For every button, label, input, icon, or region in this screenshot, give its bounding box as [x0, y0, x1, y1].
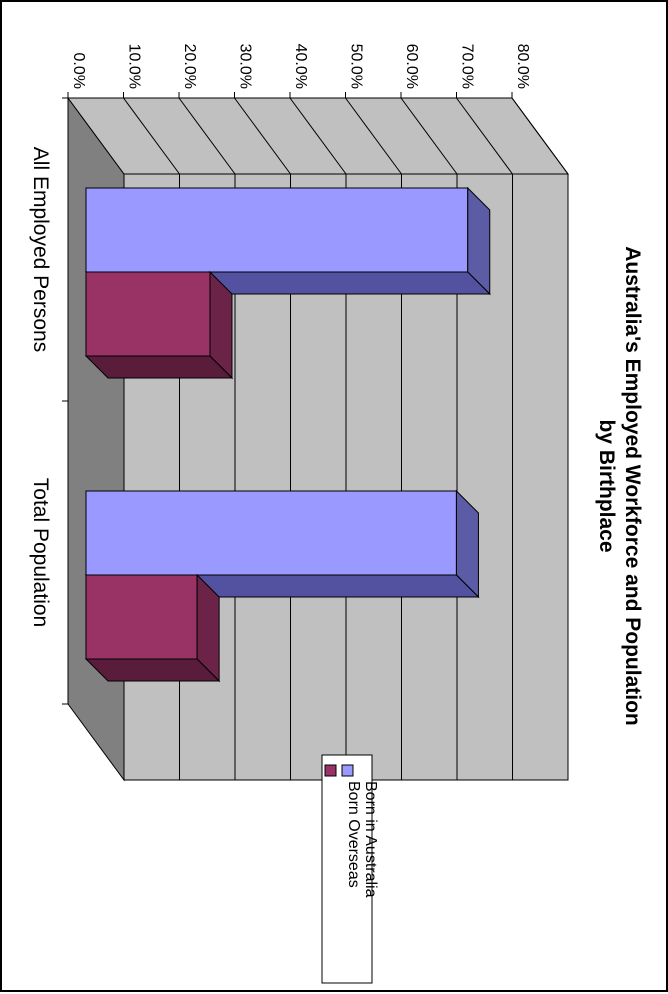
category-label-total-population: Total Population: [29, 478, 52, 627]
legend-box: [321, 754, 373, 984]
bar-born-overseas-all-employed-persons: [85, 271, 211, 357]
bar-born-overseas-total-population: [85, 574, 198, 660]
tick-label: 30.0%: [237, 44, 254, 89]
legend-swatch-born-overseas: [324, 764, 337, 777]
gridline-diagonal: [178, 97, 236, 175]
tick-label: 20.0%: [181, 44, 198, 89]
gridline-diagonal: [289, 97, 347, 175]
bars: [84, 186, 491, 683]
bar-born-in-australia-all-employed-persons: [85, 187, 469, 273]
legend-swatch-born-in-australia: [341, 764, 354, 777]
tick-label: 80.0%: [514, 44, 531, 89]
tick-label: 50.0%: [348, 44, 365, 89]
chart-title-line-1: Australia's Employed Workforce and Popul…: [621, 246, 644, 726]
category-axis: All Employed Persons Total Population: [29, 97, 69, 705]
legend-label-born-in-australia: Born in Australia: [362, 781, 379, 898]
value-axis-ticks: 0.0% 10.0% 20.0% 30.0% 40.0% 50.0% 60.0% 70.0% 8…: [67, 44, 531, 99]
tick-label: 60.0%: [403, 44, 420, 89]
gridline-diagonal: [456, 97, 513, 175]
gridline-diagonal: [123, 97, 180, 175]
category-label-all-employed-persons: All Employed Persons: [29, 147, 52, 352]
tick-label: 40.0%: [292, 44, 309, 89]
gridline-diagonal: [345, 97, 402, 175]
bar-depth-born-overseas-all-employed-persons: [84, 355, 234, 379]
tick-label: 70.0%: [459, 44, 476, 89]
gridline-diagonal: [400, 97, 458, 175]
tick-label: 0.0%: [70, 53, 87, 89]
gridline-diagonal: [511, 97, 569, 175]
gridline-diagonal: [234, 97, 291, 175]
bar-depth-born-overseas-total-population: [84, 658, 221, 682]
chart-title: Australia's Employed Workforce and Popul…: [595, 246, 644, 726]
tick-label: 10.0%: [126, 44, 143, 89]
bar-born-in-australia-total-population: [85, 490, 457, 576]
legend-label-born-overseas: Born Overseas: [345, 781, 362, 888]
chart-title-line-2: by Birthplace: [595, 419, 618, 552]
legend: Born in Australia Born Overseas: [321, 754, 379, 984]
